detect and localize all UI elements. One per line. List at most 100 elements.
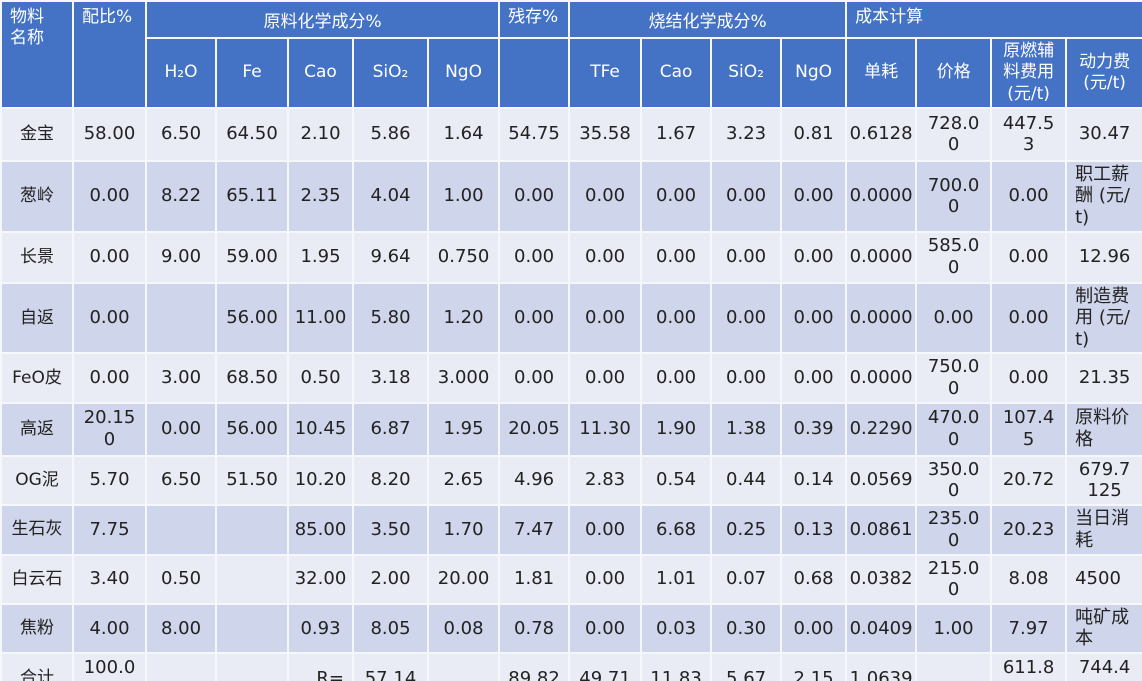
table-cell: 32.00 (287, 553, 354, 605)
table-cell: 0.00 (72, 281, 147, 355)
table-cell: 10.45 (287, 401, 354, 457)
table-cell: 0.00 (780, 352, 848, 404)
table-row: 自返 0.00 56.00 11.00 5.80 1.20 0.00 0.00 … (0, 281, 1142, 355)
table-cell: 0.30 (710, 602, 783, 655)
table-cell: 1.00 (915, 602, 993, 655)
table-cell: 0.00 (498, 230, 571, 284)
table-cell: 4500 (1065, 553, 1142, 605)
header-row-groups: 物料名称 配比% 原料化学成分% 残存% 烧结化学成分% 成本计算 (0, 0, 1142, 109)
table-cell: 1.00 (426, 159, 501, 233)
table-cell: 54.75 (498, 106, 571, 162)
table-cell: 7.75 (72, 503, 147, 556)
table-cell: 12.96 (1065, 230, 1142, 284)
table-cell: 3.23 (710, 106, 783, 162)
table-cell: 0.00 (710, 159, 783, 233)
table-cell: 100.00 (72, 652, 147, 681)
header-h2o: H₂O (145, 37, 217, 109)
table-cell: 0.00 (640, 159, 713, 233)
table-cell: 2.65 (426, 454, 501, 506)
table-cell: 1.38 (710, 401, 783, 457)
table-cell: 4.04 (352, 159, 429, 233)
table-row: 金宝 58.00 6.50 64.50 2.10 5.86 1.64 54.75… (0, 106, 1142, 162)
header-material-name: 物料名称 (0, 0, 74, 109)
table-cell: 6.68 (640, 503, 713, 556)
table-cell: 0.00 (568, 553, 643, 605)
table-cell: 107.45 (990, 401, 1068, 457)
table-cell: 0.00 (710, 352, 783, 404)
table-cell: 3.18 (352, 352, 429, 404)
header-residual-pct: 残存% (498, 0, 571, 39)
table-row: 葱岭 0.00 8.22 65.11 2.35 4.04 1.00 0.00 0… (0, 159, 1142, 233)
table-row: 长景 0.00 9.00 59.00 1.95 9.64 0.750 0.00 … (0, 230, 1142, 284)
table-cell: 8.20 (352, 454, 429, 506)
table-cell: 1.90 (640, 401, 713, 457)
table-cell: 750.00 (915, 352, 993, 404)
table-cell: 21.35 (1065, 352, 1142, 404)
table-cell: 447.53 (990, 106, 1068, 162)
table-cell: 1.95 (426, 401, 501, 457)
header-fe: Fe (215, 37, 289, 109)
table-cell: 0.00 (568, 230, 643, 284)
table-cell: 3.40 (72, 553, 147, 605)
table-cell: 0.00 (640, 352, 713, 404)
header-cao-raw: Cao (287, 37, 354, 109)
table-cell: 5.86 (352, 106, 429, 162)
table-cell: 0.00 (780, 602, 848, 655)
table-cell: 0.25 (710, 503, 783, 556)
table-cell: 原料价格 (1065, 401, 1142, 457)
row-label: 合计 (0, 652, 74, 681)
table-cell: 0.50 (287, 352, 354, 404)
table-cell (215, 602, 289, 655)
table-cell (145, 503, 217, 556)
table-cell: 470.00 (915, 401, 993, 457)
header-ratio-pct: 配比% (72, 0, 147, 109)
table-cell: 0.00 (145, 401, 217, 457)
table-cell: 1.95 (287, 230, 354, 284)
table-cell: 585.00 (915, 230, 993, 284)
table-cell: 1.67 (640, 106, 713, 162)
row-label: 白云石 (0, 553, 74, 605)
table-cell: 64.50 (215, 106, 289, 162)
table-cell: 1.20 (426, 281, 501, 355)
table-cell: 8.22 (145, 159, 217, 233)
table-cell: 0.00 (72, 230, 147, 284)
table-cell: 7.97 (990, 602, 1068, 655)
table-cell: 0.0000 (845, 352, 918, 404)
table-cell: 0.00 (568, 159, 643, 233)
table-cell: 0.50 (145, 553, 217, 605)
table-cell: 11.30 (568, 401, 643, 457)
table-cell: 6.50 (145, 454, 217, 506)
table-cell: 6.50 (145, 106, 217, 162)
header-cao-sinter: Cao (640, 37, 713, 109)
table-cell: 0.6128 (845, 106, 918, 162)
table-cell (145, 281, 217, 355)
table-cell: 0.13 (780, 503, 848, 556)
row-label: 葱岭 (0, 159, 74, 233)
table-cell: 5.67 (710, 652, 783, 681)
table-cell (915, 652, 993, 681)
table-cell: 679.7125 (1065, 454, 1142, 506)
table-cell: 0.54 (640, 454, 713, 506)
table-cell: 56.00 (215, 281, 289, 355)
table-cell: 35.58 (568, 106, 643, 162)
table-cell: 11.00 (287, 281, 354, 355)
header-cost-calc-group: 成本计算 (845, 0, 1142, 39)
header-ngo-raw: NgO (426, 37, 501, 109)
table-cell: 2.83 (568, 454, 643, 506)
table-cell: 1.70 (426, 503, 501, 556)
table-cell: 0.00 (710, 230, 783, 284)
table-cell: 制造费用 (元/t) (1065, 281, 1142, 355)
table-cell: 职工薪酬 (元/t) (1065, 159, 1142, 233)
table-cell: 0.00 (915, 281, 993, 355)
row-label: OG泥 (0, 454, 74, 506)
table-cell: 0.0000 (845, 159, 918, 233)
table-cell: 20.23 (990, 503, 1068, 556)
table-cell: 7.47 (498, 503, 571, 556)
table-cell: 89.82 (498, 652, 571, 681)
table-cell: 1.81 (498, 553, 571, 605)
table-cell: 0.78 (498, 602, 571, 655)
table-cell: 215.00 (915, 553, 993, 605)
table-cell: 0.93 (287, 602, 354, 655)
table-cell: 728.00 (915, 106, 993, 162)
table-cell: 611.84 (990, 652, 1068, 681)
